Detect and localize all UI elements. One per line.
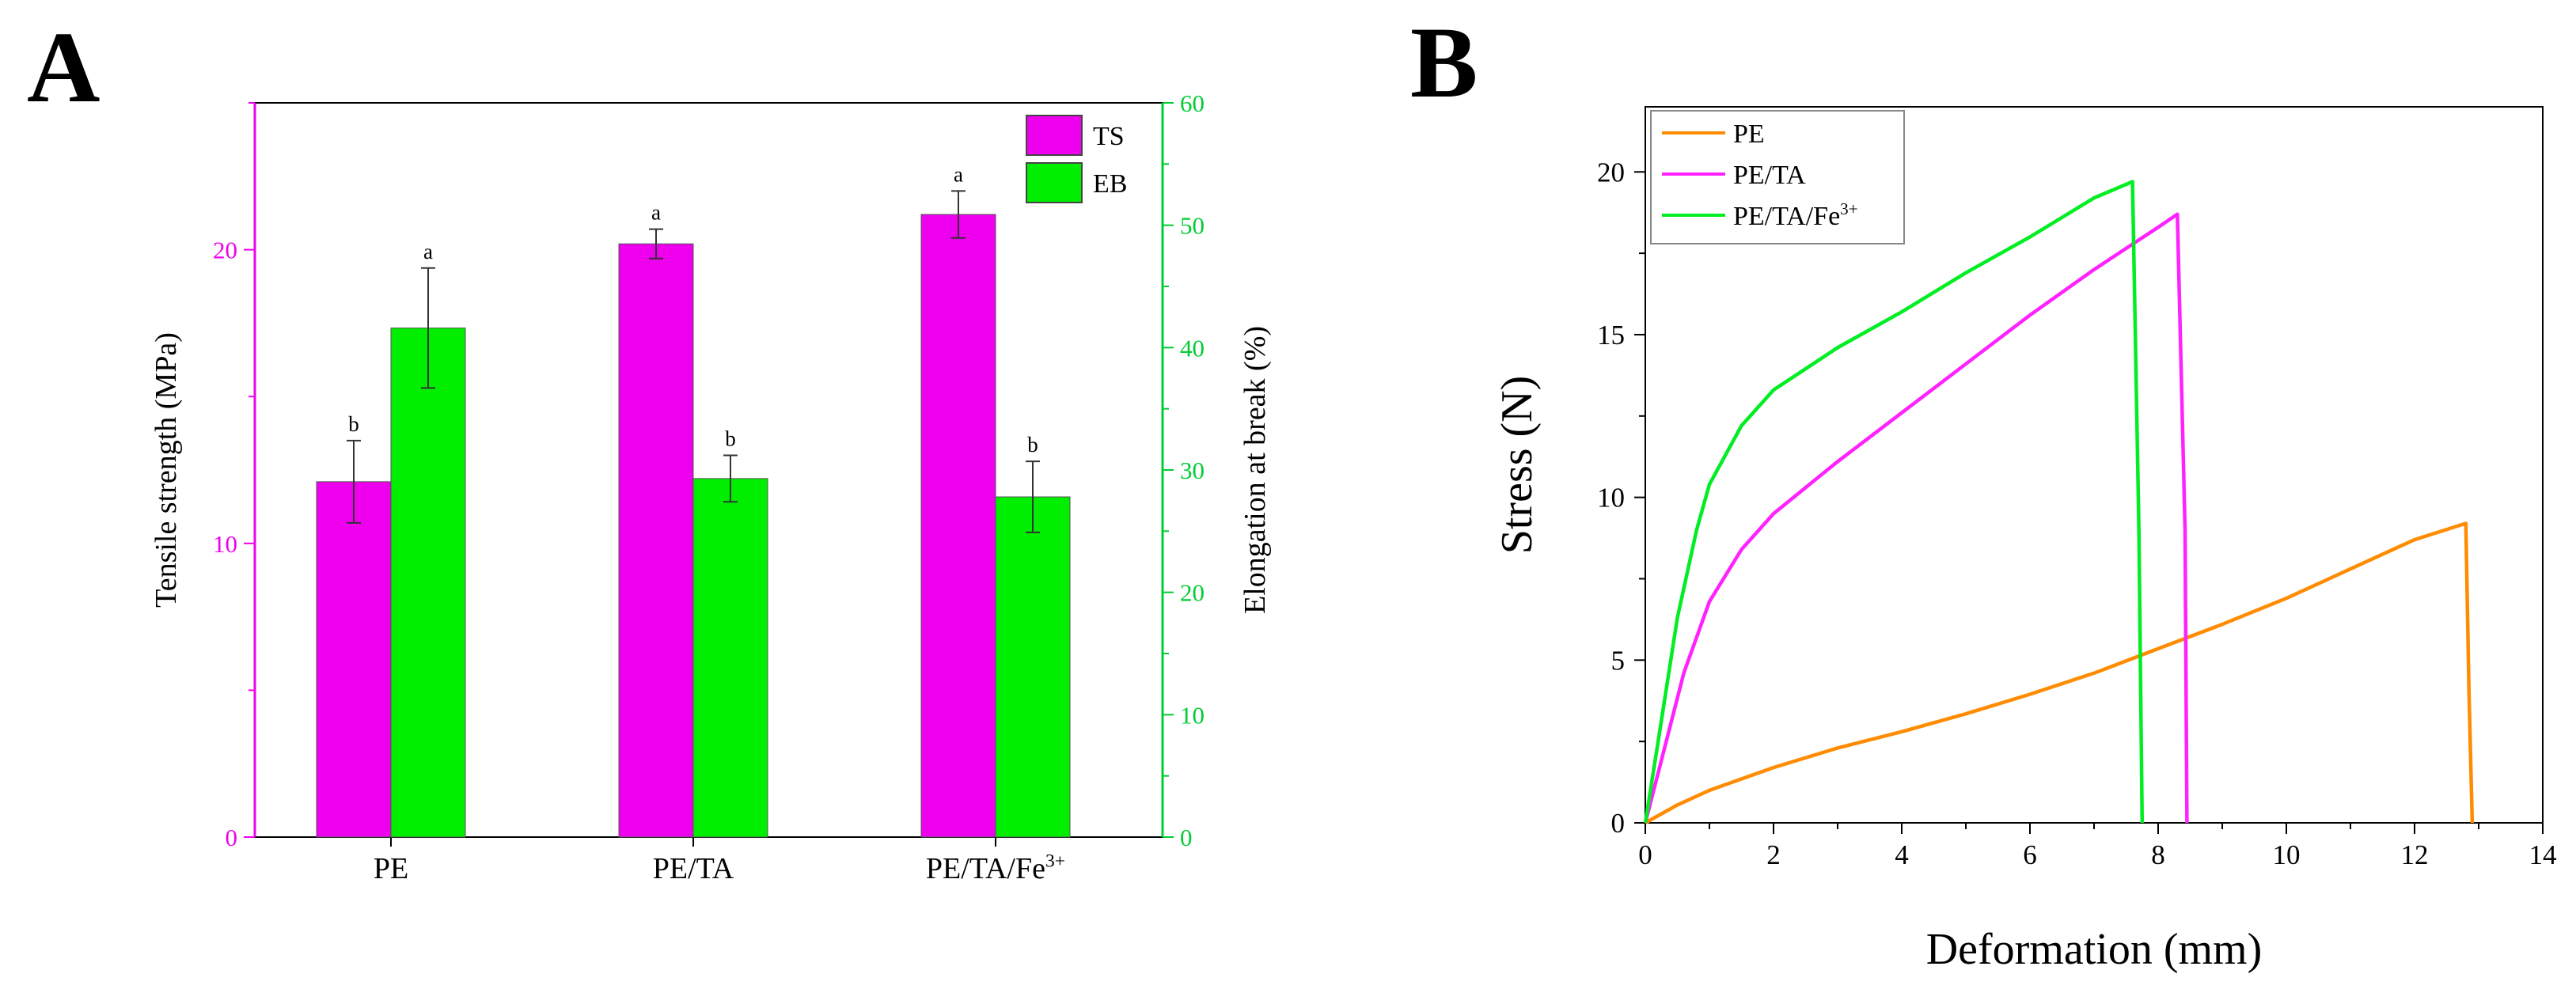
y-tick-label: 10 bbox=[1597, 483, 1625, 513]
legend-label: EB bbox=[1093, 169, 1127, 199]
significance-letter: a bbox=[954, 162, 963, 186]
category-label: PE/TA/Fe3+ bbox=[926, 851, 1065, 885]
significance-letter: a bbox=[651, 201, 661, 225]
legend-swatch-ts bbox=[1026, 115, 1083, 156]
legend-label: PE bbox=[1733, 119, 1765, 149]
category-label-base: PE/TA/Fe bbox=[926, 852, 1045, 885]
legend-label: TS bbox=[1093, 122, 1125, 151]
x-tick-label: 14 bbox=[2529, 839, 2557, 870]
y-tick-label-right: 30 bbox=[1180, 457, 1205, 484]
bar-eb bbox=[390, 328, 466, 838]
significance-letter: a bbox=[423, 240, 433, 263]
x-tick-label: 4 bbox=[1895, 839, 1909, 870]
legend-label-base: PE bbox=[1733, 119, 1765, 149]
series-line-2 bbox=[1643, 180, 2145, 824]
y-tick-label-left: 10 bbox=[213, 530, 237, 558]
panel-label-b: B bbox=[1410, 6, 1478, 119]
panel-label-a: A bbox=[27, 11, 100, 123]
x-tick-label: 0 bbox=[1638, 839, 1652, 870]
bar-ts bbox=[920, 214, 996, 838]
category-label: PE/TA bbox=[653, 852, 734, 885]
y-tick-label: 15 bbox=[1597, 320, 1625, 351]
legend: PE PE/TA PE/TA/Fe3+ bbox=[1650, 110, 1905, 244]
bar-eb bbox=[692, 478, 768, 838]
y-tick-label-right: 50 bbox=[1180, 212, 1205, 240]
legend: TS EB bbox=[1026, 115, 1127, 203]
y-axis-title-right: Elongation at break (%) bbox=[1239, 326, 1272, 614]
y-tick-label-right: 10 bbox=[1180, 701, 1205, 729]
category-label-base: PE bbox=[374, 852, 408, 885]
y-tick-label: 0 bbox=[1611, 808, 1626, 839]
legend-swatch-eb bbox=[1026, 162, 1083, 203]
bar-ts bbox=[316, 481, 392, 838]
x-tick-label: 6 bbox=[2023, 839, 2037, 870]
legend-label: PE/TA bbox=[1733, 161, 1806, 190]
x-tick-label: 12 bbox=[2401, 839, 2429, 870]
significance-letter: b bbox=[348, 412, 359, 436]
legend-label: PE/TA/Fe3+ bbox=[1733, 199, 1858, 231]
line-chart-panel-b: 0 2 4 6 8 10 12 14 0 5 10 15 20 Deformation (mm) Stres… bbox=[1493, 106, 2557, 974]
y-tick-label-left: 0 bbox=[226, 824, 238, 851]
y-tick-label-right: 40 bbox=[1180, 334, 1205, 362]
y-tick-label-right: 60 bbox=[1180, 89, 1205, 117]
x-tick-label: 10 bbox=[2273, 839, 2301, 870]
category-label-sup: 3+ bbox=[1045, 851, 1065, 872]
legend-label-base: PE/TA/Fe bbox=[1733, 202, 1840, 231]
significance-letter: b bbox=[725, 426, 736, 450]
y-axis-title-left: Tensile strength (MPa) bbox=[150, 332, 183, 608]
y-tick-label-left: 20 bbox=[213, 237, 237, 264]
significance-letter: b bbox=[1027, 433, 1038, 457]
y-tick-label-right: 20 bbox=[1180, 579, 1205, 607]
series-line-1 bbox=[1643, 212, 2189, 824]
bar-eb bbox=[995, 496, 1071, 838]
y-tick-label: 5 bbox=[1611, 645, 1626, 676]
y-tick-label: 20 bbox=[1597, 157, 1625, 188]
x-axis-title: Deformation (mm) bbox=[1926, 925, 2263, 974]
y-tick-label-right: 0 bbox=[1180, 824, 1193, 851]
bar-ts bbox=[618, 243, 694, 838]
category-label: PE bbox=[374, 852, 408, 885]
legend-label-base: PE/TA bbox=[1733, 161, 1806, 190]
bar-chart-panel-a: 0 10 20 0 10 20 30 40 50 60 Tensile strength (MPa)… bbox=[150, 89, 1272, 885]
series-line-0 bbox=[1644, 521, 2475, 824]
x-tick-label: 2 bbox=[1766, 839, 1781, 870]
category-label-base: PE/TA bbox=[653, 852, 734, 885]
x-tick-label: 8 bbox=[2151, 839, 2165, 870]
y-axis-title: Stress (N) bbox=[1493, 376, 1542, 555]
legend-label-sup: 3+ bbox=[1840, 199, 1857, 218]
